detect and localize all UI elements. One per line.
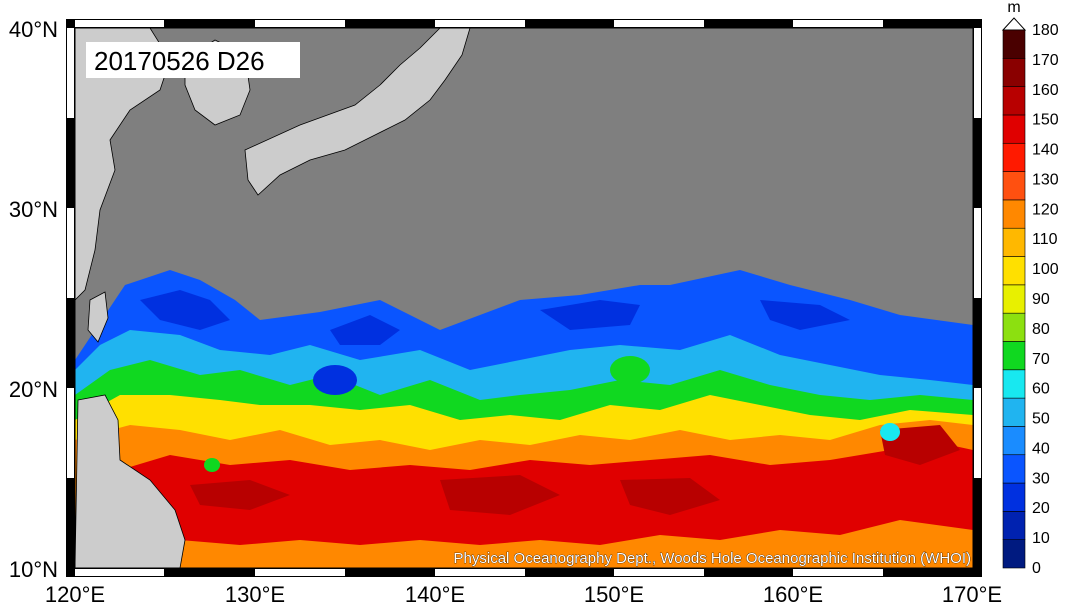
colorbar: m 0 10 20 30 40 50 60 70 80 90 100 110 120 130 140 150 1…	[1001, 0, 1059, 577]
d26-eddy	[204, 458, 220, 472]
y-tick-label: 10°N	[9, 557, 58, 582]
colorbar-tick-label: 10	[1032, 530, 1050, 547]
colorbar-tick-label: 70	[1032, 351, 1050, 368]
colorbar-tick-label: 20	[1032, 500, 1050, 517]
x-tick-label: 130°E	[225, 582, 285, 606]
y-tick-label: 40°N	[9, 17, 58, 42]
colorbar-swatch	[1002, 199, 1026, 229]
y-tick-label: 20°N	[9, 377, 58, 402]
credit-text: Physical Oceanography Dept., Woods Hole …	[454, 550, 971, 567]
colorbar-tick-label: 100	[1032, 261, 1059, 278]
colorbar-swatch	[1002, 29, 1026, 59]
colorbar-tick-label: 150	[1032, 112, 1059, 129]
date-label-box: 20170526 D26	[86, 42, 300, 78]
colorbar-tick-label: 180	[1032, 22, 1059, 39]
colorbar-tick-label: 130	[1032, 171, 1059, 188]
colorbar-tick-labels: 0 10 20 30 40 50 60 70 80 90 100 110 120 130 140 150 160…	[1032, 22, 1059, 577]
colorbar-swatch	[1002, 426, 1026, 456]
colorbar-swatch	[1002, 227, 1026, 257]
colorbar-swatch	[1002, 539, 1026, 569]
colorbar-swatch	[1002, 284, 1026, 314]
colorbar-tick-label: 140	[1032, 142, 1059, 159]
colorbar-swatch	[1002, 256, 1026, 286]
land-taiwan	[87, 291, 109, 343]
colorbar-tick-label: 120	[1032, 201, 1059, 218]
map-panel	[74, 27, 974, 569]
colorbar-tick-label: 160	[1032, 82, 1059, 99]
x-axis-labels: 120°E 130°E 140°E 150°E 160°E 170°E	[45, 582, 1002, 606]
colorbar-swatch	[1002, 86, 1026, 116]
date-label: 20170526 D26	[94, 46, 265, 76]
colorbar-tick-label: 90	[1032, 291, 1050, 308]
colorbar-swatch	[1002, 171, 1026, 201]
colorbar-tick-label: 110	[1032, 231, 1058, 248]
colorbar-tick-label: 60	[1032, 381, 1050, 398]
d26-eddy	[880, 423, 900, 441]
colorbar-swatch	[1002, 369, 1026, 399]
colorbar-swatches	[1002, 29, 1026, 569]
colorbar-tick-label: 50	[1032, 411, 1050, 428]
map-border	[66, 19, 982, 577]
d26-field	[75, 270, 973, 568]
x-tick-label: 120°E	[45, 582, 105, 606]
colorbar-swatch	[1002, 482, 1026, 512]
colorbar-swatch	[1002, 397, 1026, 427]
colorbar-tick-label: 40	[1032, 440, 1050, 457]
x-tick-label: 170°E	[942, 582, 1002, 606]
colorbar-tick-label: 0	[1032, 560, 1041, 577]
colorbar-tick-label: 80	[1032, 321, 1050, 338]
y-axis-labels: 40°N 30°N 20°N 10°N	[9, 17, 58, 582]
colorbar-swatch	[1002, 58, 1026, 87]
colorbar-swatch	[1002, 142, 1026, 172]
colorbar-swatch	[1002, 114, 1026, 144]
colorbar-unit-label: m	[1007, 0, 1020, 16]
x-tick-label: 160°E	[763, 582, 823, 606]
d26-eddy	[610, 356, 650, 384]
land-japan	[244, 27, 471, 196]
colorbar-swatch	[1002, 454, 1026, 484]
colorbar-swatch	[1002, 341, 1026, 371]
colorbar-swatch	[1002, 312, 1026, 342]
d26-eddy	[313, 365, 357, 395]
colorbar-swatch	[1002, 511, 1026, 540]
colorbar-tick-label: 30	[1032, 470, 1050, 487]
y-tick-label: 30°N	[9, 197, 58, 222]
x-tick-label: 140°E	[405, 582, 465, 606]
colorbar-extend-arrow	[1001, 17, 1027, 31]
x-tick-label: 150°E	[584, 582, 644, 606]
colorbar-tick-label: 170	[1032, 52, 1059, 69]
